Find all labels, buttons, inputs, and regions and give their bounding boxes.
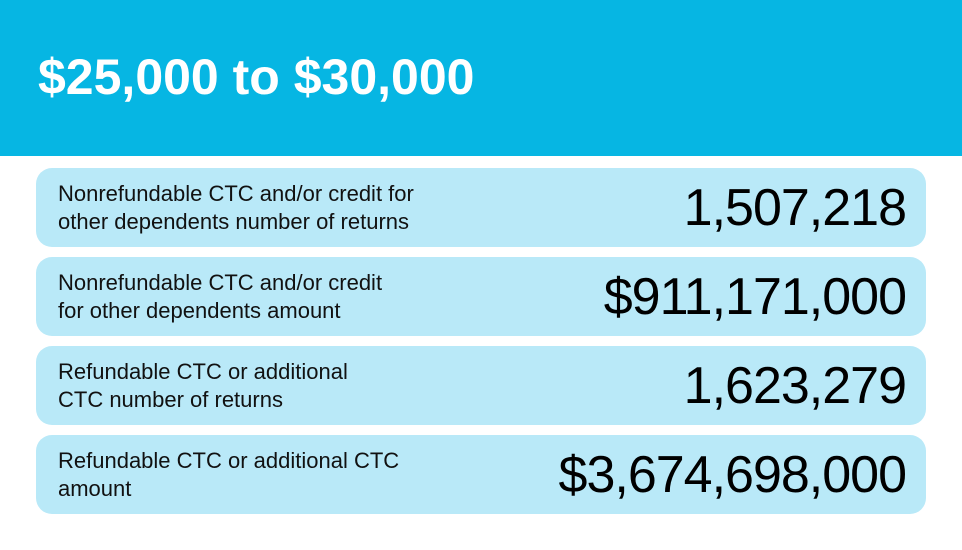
stat-row-refundable-amount: Refundable CTC or additional CTC amount … bbox=[36, 435, 926, 514]
stat-row-nonrefundable-amount: Nonrefundable CTC and/or credit for othe… bbox=[36, 257, 926, 336]
stat-row-nonrefundable-returns: Nonrefundable CTC and/or credit for othe… bbox=[36, 168, 926, 247]
stat-value: $3,674,698,000 bbox=[558, 445, 907, 504]
header-banner: $25,000 to $30,000 bbox=[0, 0, 962, 156]
stat-label: Nonrefundable CTC and/or credit for othe… bbox=[58, 269, 383, 323]
stat-value: 1,507,218 bbox=[683, 178, 907, 237]
stat-label: Nonrefundable CTC and/or credit for othe… bbox=[58, 180, 414, 234]
stat-value: 1,623,279 bbox=[683, 356, 907, 415]
stat-row-refundable-returns: Refundable CTC or additional CTC number … bbox=[36, 346, 926, 425]
stat-label: Refundable CTC or additional CTC amount bbox=[58, 447, 400, 501]
page-title: $25,000 to $30,000 bbox=[38, 49, 475, 105]
stat-label: Refundable CTC or additional CTC number … bbox=[58, 358, 348, 412]
stat-value: $911,171,000 bbox=[603, 267, 907, 326]
stats-list: Nonrefundable CTC and/or credit for othe… bbox=[36, 168, 926, 514]
